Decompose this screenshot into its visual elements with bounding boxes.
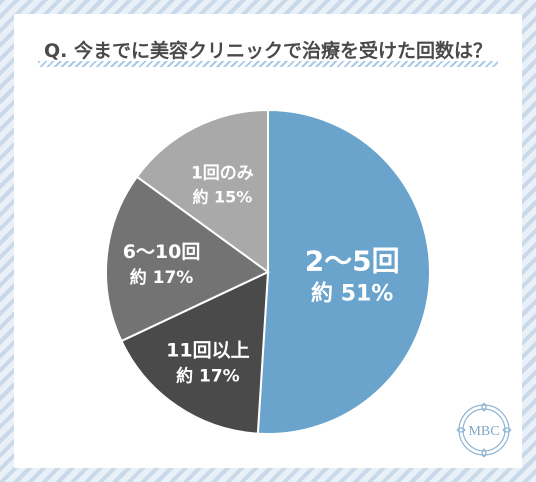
- pie-slice: [120, 270, 270, 435]
- slice-value-label: 約 15%: [192, 188, 252, 207]
- slice-label: 2～5回約 51%: [305, 245, 400, 307]
- slice-value-label: 約 51%: [311, 281, 393, 307]
- slice-value-label: 約 17%: [130, 267, 194, 288]
- slice-category-label: 6～10回: [123, 241, 201, 263]
- title-wrap: Q. 今までに美容クリニックで治療を受けた回数は？: [14, 36, 522, 67]
- pie-slice: [256, 108, 432, 435]
- slice-category-label: 11回以上: [166, 339, 249, 361]
- slice-value-label: 約 17%: [176, 365, 240, 386]
- logo-text: MBC: [468, 424, 499, 439]
- pie-slice: [135, 108, 269, 274]
- chart-title: Q. 今までに美容クリニックで治療を受けた回数は？: [38, 36, 498, 67]
- slice-category-label: 2～5回: [305, 245, 400, 278]
- slice-category-label: 1回のみ: [191, 164, 254, 184]
- mbc-logo: MBC: [456, 402, 512, 458]
- pie-slice: [105, 175, 270, 343]
